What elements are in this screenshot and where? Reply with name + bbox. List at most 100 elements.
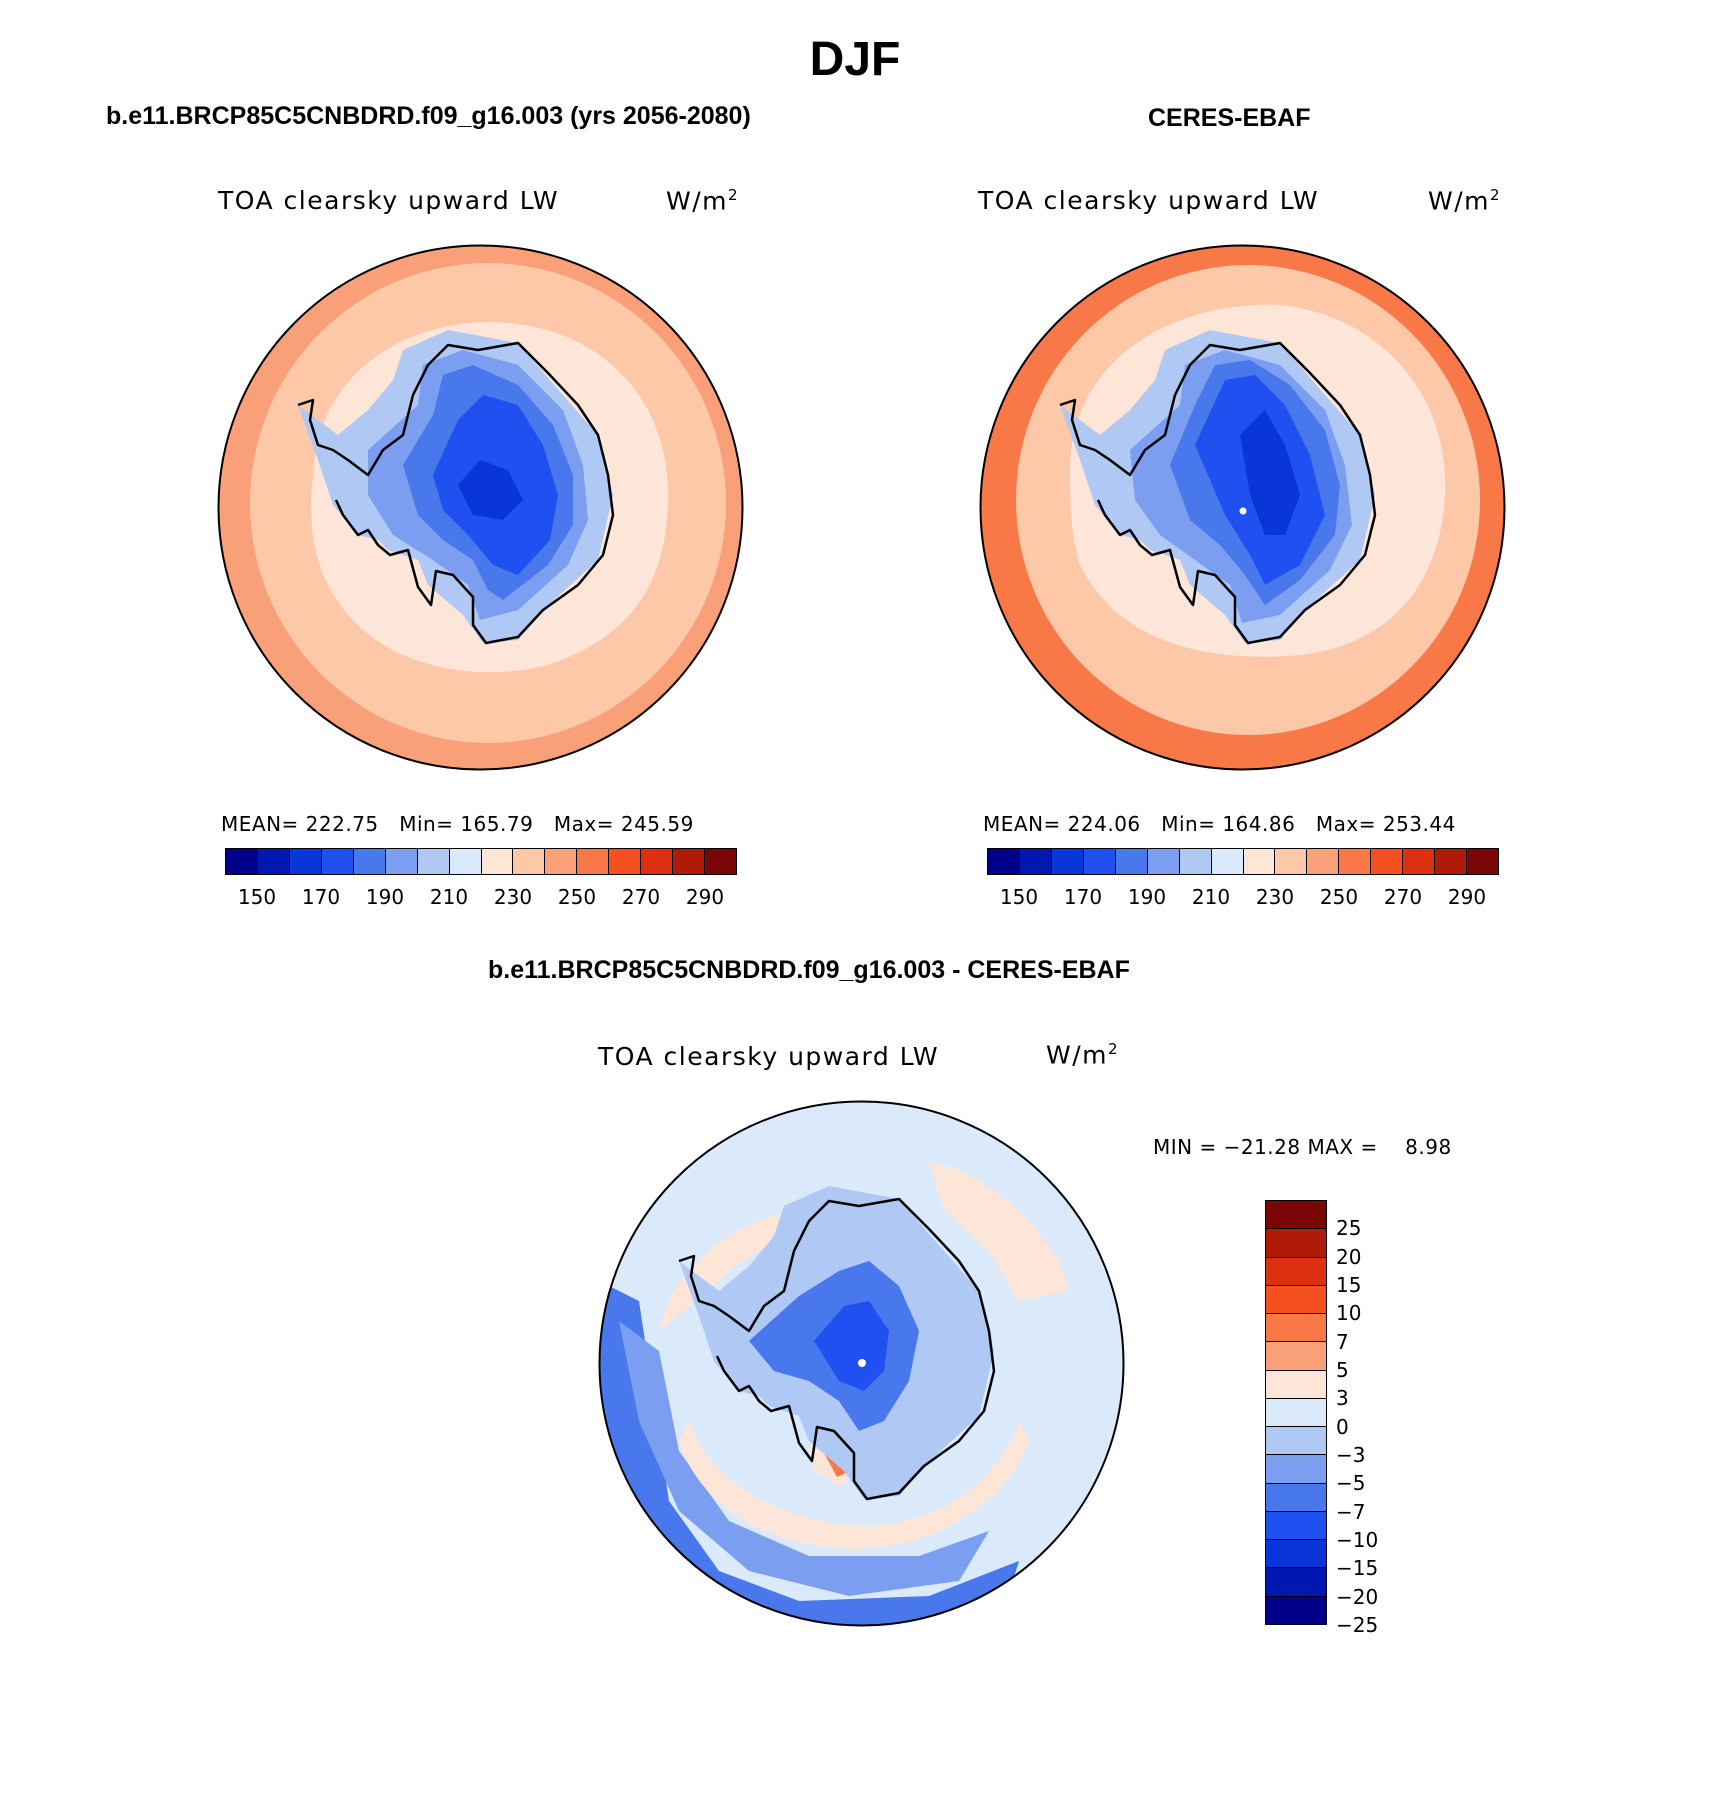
colorbar-swatch bbox=[1266, 1455, 1326, 1484]
colorbar-swatch bbox=[226, 849, 258, 874]
colorbar-tick-label: 270 bbox=[1383, 885, 1423, 909]
colorbar-tick-label: 250 bbox=[1319, 885, 1359, 909]
colorbar-tick-label: 290 bbox=[685, 885, 725, 909]
model-min-label: Min= bbox=[399, 812, 454, 836]
colorbar-swatch bbox=[1307, 849, 1340, 874]
colorbar-swatch bbox=[321, 849, 354, 874]
colorbar-swatch bbox=[577, 849, 610, 874]
colorbar-swatch bbox=[1266, 1427, 1326, 1456]
colorbar-swatch bbox=[1266, 1201, 1326, 1230]
colorbar-swatch bbox=[353, 849, 386, 874]
figure-title: DJF bbox=[809, 33, 901, 86]
colorbar-swatch bbox=[1019, 849, 1052, 874]
obs-min-label: Min= bbox=[1161, 812, 1216, 836]
colorbar-swatch bbox=[1266, 1370, 1326, 1399]
colorbar-swatch bbox=[705, 849, 736, 874]
obs-pole-gap bbox=[1239, 507, 1247, 515]
colorbar-tick-label: 150 bbox=[237, 885, 277, 909]
model-map-border bbox=[217, 244, 744, 771]
diff-title: b.e11.BRCP85C5CNBDRD.f09_g16.003 - CERES… bbox=[488, 956, 1130, 984]
colorbar-swatch bbox=[1266, 1511, 1326, 1541]
diff-variable-label: TOA clearsky upward LW bbox=[598, 1042, 940, 1071]
obs-map-border bbox=[979, 244, 1506, 771]
diff-colorbar bbox=[1265, 1200, 1327, 1625]
colorbar-tick-label: −3 bbox=[1336, 1443, 1366, 1467]
colorbar-swatch bbox=[988, 849, 1020, 874]
colorbar-swatch bbox=[1211, 849, 1244, 874]
colorbar-tick-label: −10 bbox=[1336, 1528, 1379, 1552]
model-antarctica-core bbox=[458, 460, 523, 520]
colorbar-swatch bbox=[1266, 1483, 1326, 1512]
diff-coastline bbox=[678, 1197, 996, 1501]
colorbar-swatch bbox=[449, 849, 482, 874]
obs-mean-value: 224.06 bbox=[1067, 812, 1141, 836]
colorbar-tick-label: 270 bbox=[621, 885, 661, 909]
colorbar-tick-label: 230 bbox=[493, 885, 533, 909]
colorbar-swatch bbox=[289, 849, 322, 874]
colorbar-swatch bbox=[1266, 1596, 1326, 1624]
obs-max-label: Max= bbox=[1315, 812, 1376, 836]
model-variable-label: TOA clearsky upward LW bbox=[218, 186, 560, 215]
model-polar-map bbox=[217, 244, 744, 771]
colorbar-swatch bbox=[1275, 849, 1308, 874]
colorbar-swatch bbox=[1371, 849, 1404, 874]
colorbar-tick-label: 170 bbox=[301, 885, 341, 909]
colorbar-swatch bbox=[1266, 1398, 1326, 1428]
model-max-label: Max= bbox=[553, 812, 614, 836]
colorbar-tick-label: 15 bbox=[1336, 1273, 1362, 1297]
colorbar-swatch bbox=[609, 849, 642, 874]
model-case-title: b.e11.BRCP85C5CNBDRD.f09_g16.003 (yrs 20… bbox=[106, 102, 751, 130]
colorbar-swatch bbox=[1403, 849, 1436, 874]
colorbar-tick-label: 190 bbox=[1127, 885, 1167, 909]
colorbar-swatch bbox=[417, 849, 450, 874]
obs-units-label: W/m2 bbox=[1428, 186, 1502, 216]
colorbar-swatch bbox=[1083, 849, 1116, 874]
colorbar-swatch bbox=[1115, 849, 1148, 874]
diff-negative-band bbox=[619, 1321, 989, 1596]
colorbar-swatch bbox=[673, 849, 706, 874]
colorbar-tick-label: −7 bbox=[1336, 1499, 1366, 1524]
model-mean-label: MEAN= bbox=[221, 812, 299, 836]
diff-pole-gap bbox=[858, 1359, 866, 1367]
colorbar-swatch bbox=[257, 849, 290, 874]
colorbar-swatch bbox=[481, 849, 514, 874]
colorbar-tick-label: −5 bbox=[1336, 1471, 1366, 1496]
diff-polar-map bbox=[598, 1100, 1125, 1627]
colorbar-swatch bbox=[1467, 849, 1498, 874]
obs-variable-label: TOA clearsky upward LW bbox=[978, 186, 1320, 215]
colorbar-tick-label: 170 bbox=[1063, 885, 1103, 909]
colorbar-swatch bbox=[1435, 849, 1468, 874]
model-coastline bbox=[297, 341, 615, 645]
colorbar-tick-label: −20 bbox=[1336, 1584, 1379, 1609]
obs-stats: MEAN= 224.06 Min= 164.86 Max= 253.44 bbox=[983, 812, 1456, 836]
colorbar-tick-label: 10 bbox=[1336, 1301, 1362, 1326]
colorbar-tick-label: 190 bbox=[365, 885, 405, 909]
colorbar-swatch bbox=[1266, 1314, 1326, 1343]
model-colorbar bbox=[225, 848, 737, 875]
colorbar-swatch bbox=[1266, 1568, 1326, 1597]
colorbar-tick-label: 210 bbox=[429, 885, 469, 909]
colorbar-swatch bbox=[1266, 1540, 1326, 1569]
model-max-value: 245.59 bbox=[620, 812, 694, 836]
diff-minmax-label: MIN = −21.28 MAX = 8.98 bbox=[1153, 1135, 1452, 1159]
diff-units-label: W/m2 bbox=[1046, 1040, 1120, 1070]
obs-mean-label: MEAN= bbox=[983, 812, 1061, 836]
colorbar-swatch bbox=[385, 849, 418, 874]
obs-coastline bbox=[1059, 341, 1377, 645]
colorbar-swatch bbox=[545, 849, 578, 874]
colorbar-tick-label: 210 bbox=[1191, 885, 1231, 909]
colorbar-tick-label: 250 bbox=[557, 885, 597, 909]
colorbar-tick-label: 0 bbox=[1336, 1414, 1349, 1439]
diff-antarctica-core bbox=[814, 1301, 889, 1391]
obs-min-value: 164.86 bbox=[1222, 812, 1296, 836]
colorbar-tick-label: 25 bbox=[1336, 1216, 1362, 1241]
colorbar-swatch bbox=[1243, 849, 1276, 874]
colorbar-swatch bbox=[1147, 849, 1180, 874]
model-min-value: 165.79 bbox=[460, 812, 534, 836]
colorbar-swatch bbox=[1051, 849, 1084, 874]
colorbar-swatch bbox=[513, 849, 546, 874]
colorbar-swatch bbox=[1179, 849, 1212, 874]
colorbar-swatch bbox=[1339, 849, 1372, 874]
colorbar-tick-label: 20 bbox=[1336, 1244, 1362, 1269]
obs-colorbar bbox=[987, 848, 1499, 875]
